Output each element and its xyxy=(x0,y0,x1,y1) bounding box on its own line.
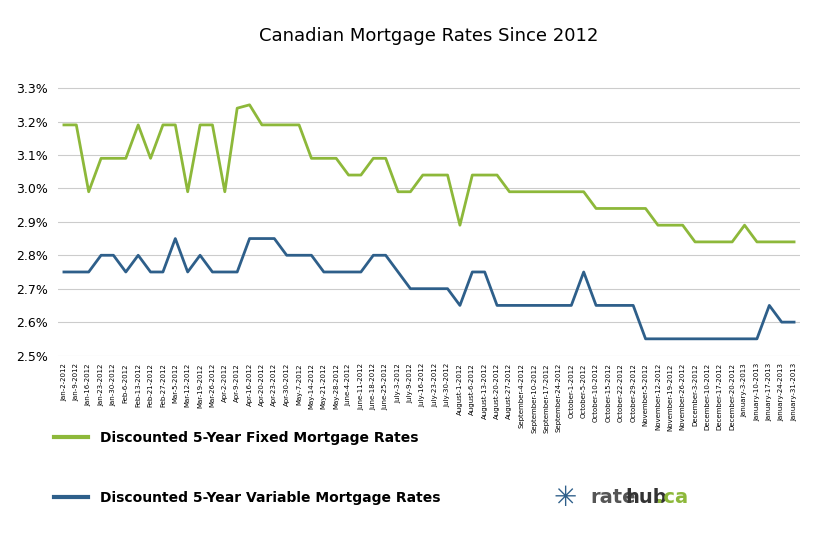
Text: .ca: .ca xyxy=(656,488,688,507)
Legend: Discounted 5-Year Fixed Mortgage Rates: Discounted 5-Year Fixed Mortgage Rates xyxy=(48,425,424,450)
Legend: Discounted 5-Year Variable Mortgage Rates: Discounted 5-Year Variable Mortgage Rate… xyxy=(48,485,446,510)
Text: hub: hub xyxy=(625,488,667,507)
Text: rate: rate xyxy=(590,488,635,507)
Title: Canadian Mortgage Rates Since 2012: Canadian Mortgage Rates Since 2012 xyxy=(259,27,599,45)
Text: ✳: ✳ xyxy=(554,484,577,512)
